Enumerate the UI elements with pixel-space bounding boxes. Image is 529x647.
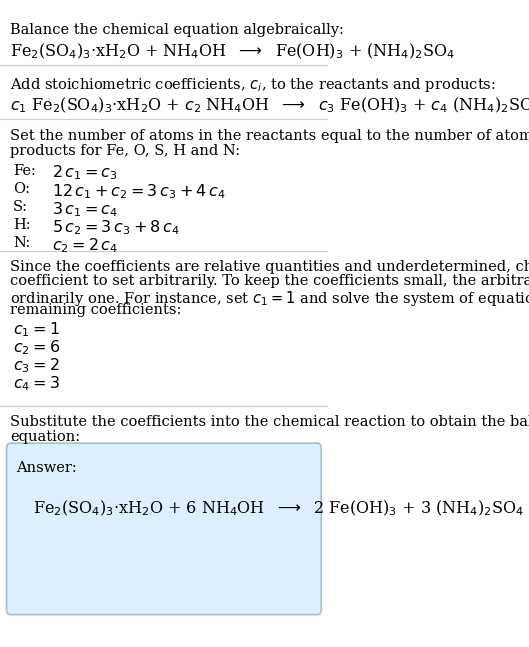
Text: Fe$_2$(SO$_4$)$_3$$\cdot$xH$_2$O + NH$_4$OH  $\longrightarrow$  Fe(OH)$_3$ + (NH: Fe$_2$(SO$_4$)$_3$$\cdot$xH$_2$O + NH$_4… (10, 42, 455, 61)
Text: ordinarily one. For instance, set $c_1 = 1$ and solve the system of equations fo: ordinarily one. For instance, set $c_1 =… (10, 289, 529, 307)
Text: H:: H: (13, 218, 31, 232)
Text: $c_2 = 2\,c_4$: $c_2 = 2\,c_4$ (52, 236, 118, 255)
Text: $12\,c_1 + c_2 = 3\,c_3 + 4\,c_4$: $12\,c_1 + c_2 = 3\,c_3 + 4\,c_4$ (52, 182, 226, 201)
Text: N:: N: (13, 236, 30, 250)
FancyBboxPatch shape (6, 443, 321, 615)
Text: $2\,c_1 = c_3$: $2\,c_1 = c_3$ (52, 164, 118, 182)
Text: $c_3 = 2$: $c_3 = 2$ (13, 356, 60, 375)
Text: $c_1$ Fe$_2$(SO$_4$)$_3$$\cdot$xH$_2$O + $c_2$ NH$_4$OH  $\longrightarrow$  $c_3: $c_1$ Fe$_2$(SO$_4$)$_3$$\cdot$xH$_2$O +… (10, 96, 529, 115)
Text: equation:: equation: (10, 430, 80, 444)
Text: Set the number of atoms in the reactants equal to the number of atoms in the: Set the number of atoms in the reactants… (10, 129, 529, 144)
Text: products for Fe, O, S, H and N:: products for Fe, O, S, H and N: (10, 144, 240, 158)
Text: Fe$_2$(SO$_4$)$_3$$\cdot$xH$_2$O + 6 NH$_4$OH  $\longrightarrow$  2 Fe(OH)$_3$ +: Fe$_2$(SO$_4$)$_3$$\cdot$xH$_2$O + 6 NH$… (33, 498, 524, 518)
Text: $5\,c_2 = 3\,c_3 + 8\,c_4$: $5\,c_2 = 3\,c_3 + 8\,c_4$ (52, 218, 180, 237)
Text: Since the coefficients are relative quantities and underdetermined, choose a: Since the coefficients are relative quan… (10, 260, 529, 274)
Text: Balance the chemical equation algebraically:: Balance the chemical equation algebraica… (10, 23, 344, 37)
Text: Add stoichiometric coefficients, $c_i$, to the reactants and products:: Add stoichiometric coefficients, $c_i$, … (10, 76, 496, 94)
Text: $3\,c_1 = c_4$: $3\,c_1 = c_4$ (52, 200, 118, 219)
Text: $c_4 = 3$: $c_4 = 3$ (13, 375, 60, 393)
Text: $c_2 = 6$: $c_2 = 6$ (13, 338, 60, 357)
Text: Substitute the coefficients into the chemical reaction to obtain the balanced: Substitute the coefficients into the che… (10, 415, 529, 430)
Text: $c_1 = 1$: $c_1 = 1$ (13, 320, 60, 339)
Text: Answer:: Answer: (16, 461, 77, 476)
Text: S:: S: (13, 200, 28, 214)
Text: remaining coefficients:: remaining coefficients: (10, 303, 181, 317)
Text: O:: O: (13, 182, 30, 196)
Text: coefficient to set arbitrarily. To keep the coefficients small, the arbitrary va: coefficient to set arbitrarily. To keep … (10, 274, 529, 289)
Text: Fe:: Fe: (13, 164, 36, 178)
